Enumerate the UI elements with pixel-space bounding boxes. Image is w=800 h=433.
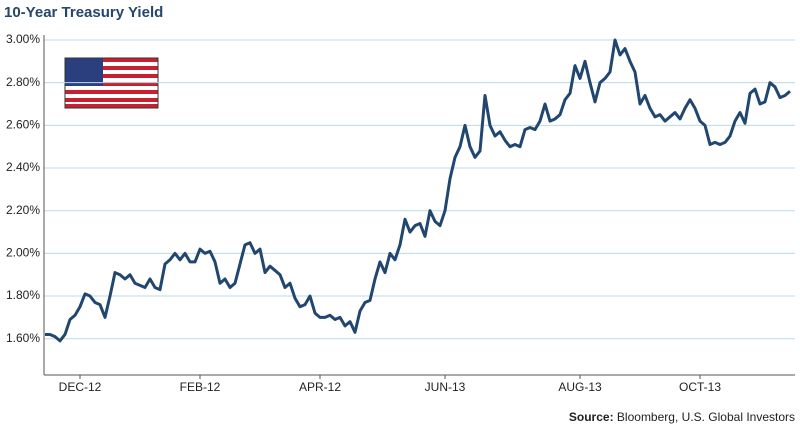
y-tick-label: 2.40% xyxy=(6,160,40,174)
x-tick-label: DEC-12 xyxy=(59,380,102,394)
y-tick-label: 1.60% xyxy=(6,331,40,345)
chart-title: 10-Year Treasury Yield xyxy=(4,4,163,21)
x-tick-label: APR-12 xyxy=(299,380,341,394)
x-tick-label: FEB-12 xyxy=(180,380,221,394)
y-tick-label: 3.00% xyxy=(6,32,40,46)
x-tick-label: JUN-13 xyxy=(425,380,466,394)
y-tick-label: 2.00% xyxy=(6,246,40,260)
y-tick-label: 2.20% xyxy=(6,203,40,217)
x-tick-label: OCT-13 xyxy=(679,380,721,394)
y-tick-label: 2.60% xyxy=(6,118,40,132)
source-label: Source: xyxy=(569,410,614,424)
x-tick-label: AUG-13 xyxy=(558,380,602,394)
y-tick-label: 2.80% xyxy=(6,75,40,89)
source-text: Bloomberg, U.S. Global Investors xyxy=(617,410,795,424)
y-tick-label: 1.80% xyxy=(6,288,40,302)
line xyxy=(45,38,791,343)
source: Source: Bloomberg, U.S. Global Investors xyxy=(569,410,795,424)
